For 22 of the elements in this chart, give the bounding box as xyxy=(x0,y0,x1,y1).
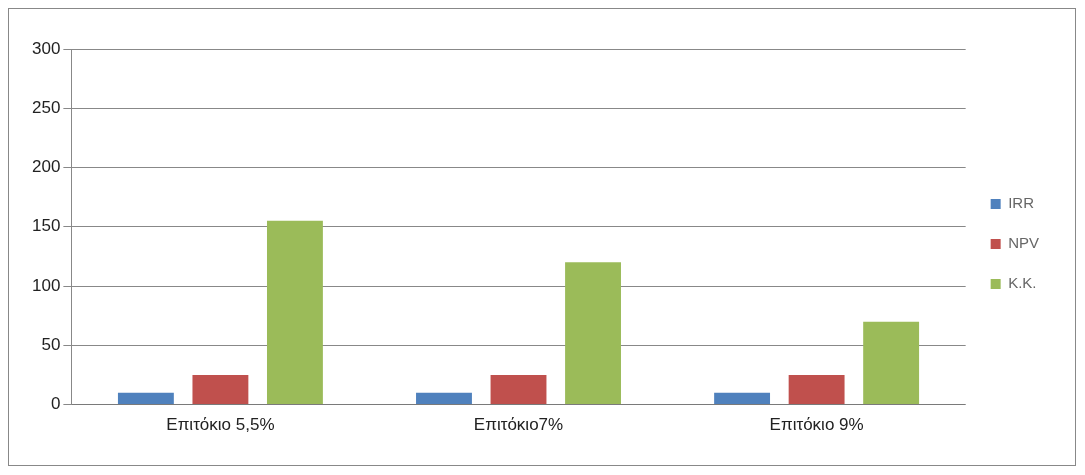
legend-label: IRR xyxy=(1008,194,1035,212)
y-tick-label: 0 xyxy=(50,394,61,414)
bar xyxy=(714,392,771,405)
legend-label: NPV xyxy=(1008,234,1039,252)
bar xyxy=(266,220,323,405)
y-tick-label: 50 xyxy=(41,335,61,355)
x-tick-label: Επιτόκιο 5,5% xyxy=(166,415,275,435)
y-tick-label: 300 xyxy=(31,38,61,58)
legend-label: K.K. xyxy=(1008,274,1037,292)
bar xyxy=(565,262,621,405)
bar xyxy=(416,392,472,405)
bar xyxy=(863,321,920,405)
bar xyxy=(192,374,249,405)
y-tick-label: 150 xyxy=(31,216,61,236)
x-tick-label: Επιτόκιο7% xyxy=(473,415,564,435)
y-tick-label: 250 xyxy=(31,97,61,117)
y-tick-label: 100 xyxy=(31,275,61,295)
y-tick-label: 200 xyxy=(31,157,61,177)
bar xyxy=(117,392,174,405)
x-tick-label: Επιτόκιο 9% xyxy=(769,415,864,435)
bar xyxy=(490,374,547,405)
bar xyxy=(788,374,845,405)
